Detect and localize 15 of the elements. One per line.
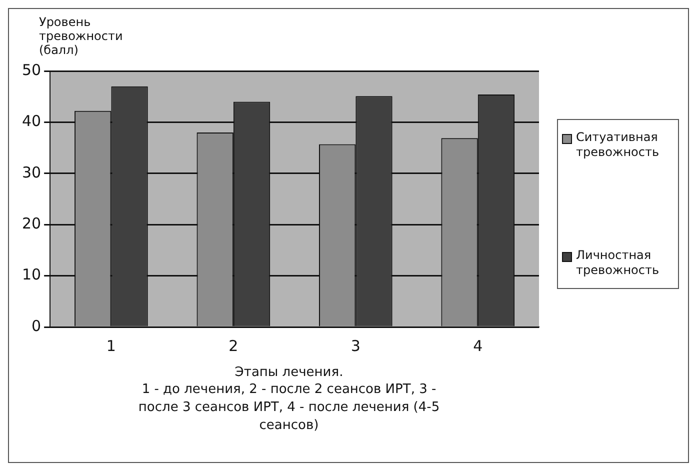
legend-label: Ситуативная тревожность (576, 130, 660, 160)
y-tick-label: 0 (32, 316, 42, 335)
x-tick-label: 3 (350, 336, 360, 355)
legend-label: Личностная тревожность (576, 248, 660, 278)
text: 1 - до лечения, 2 - после 2 сеансов ИРТ, 3 - после 3 сеансов ИРТ, 4 - после лечения (4-5 сеансов) (137, 381, 441, 435)
x-tick-label: 4 (473, 336, 483, 355)
x-tick-label: 2 (228, 336, 238, 355)
x-tick-label: 1 (106, 336, 116, 355)
y-tick-label: 40 (22, 112, 42, 130)
y-tick-label: 20 (22, 214, 42, 232)
y-tick-label: 30 (22, 163, 42, 182)
x-axis-title: Этапы лечения. (234, 364, 344, 381)
y-tick-label: 50 (22, 60, 42, 79)
y-axis-title: Уровень тревожности (балл) (39, 15, 123, 57)
y-tick-label: 10 (22, 266, 42, 284)
